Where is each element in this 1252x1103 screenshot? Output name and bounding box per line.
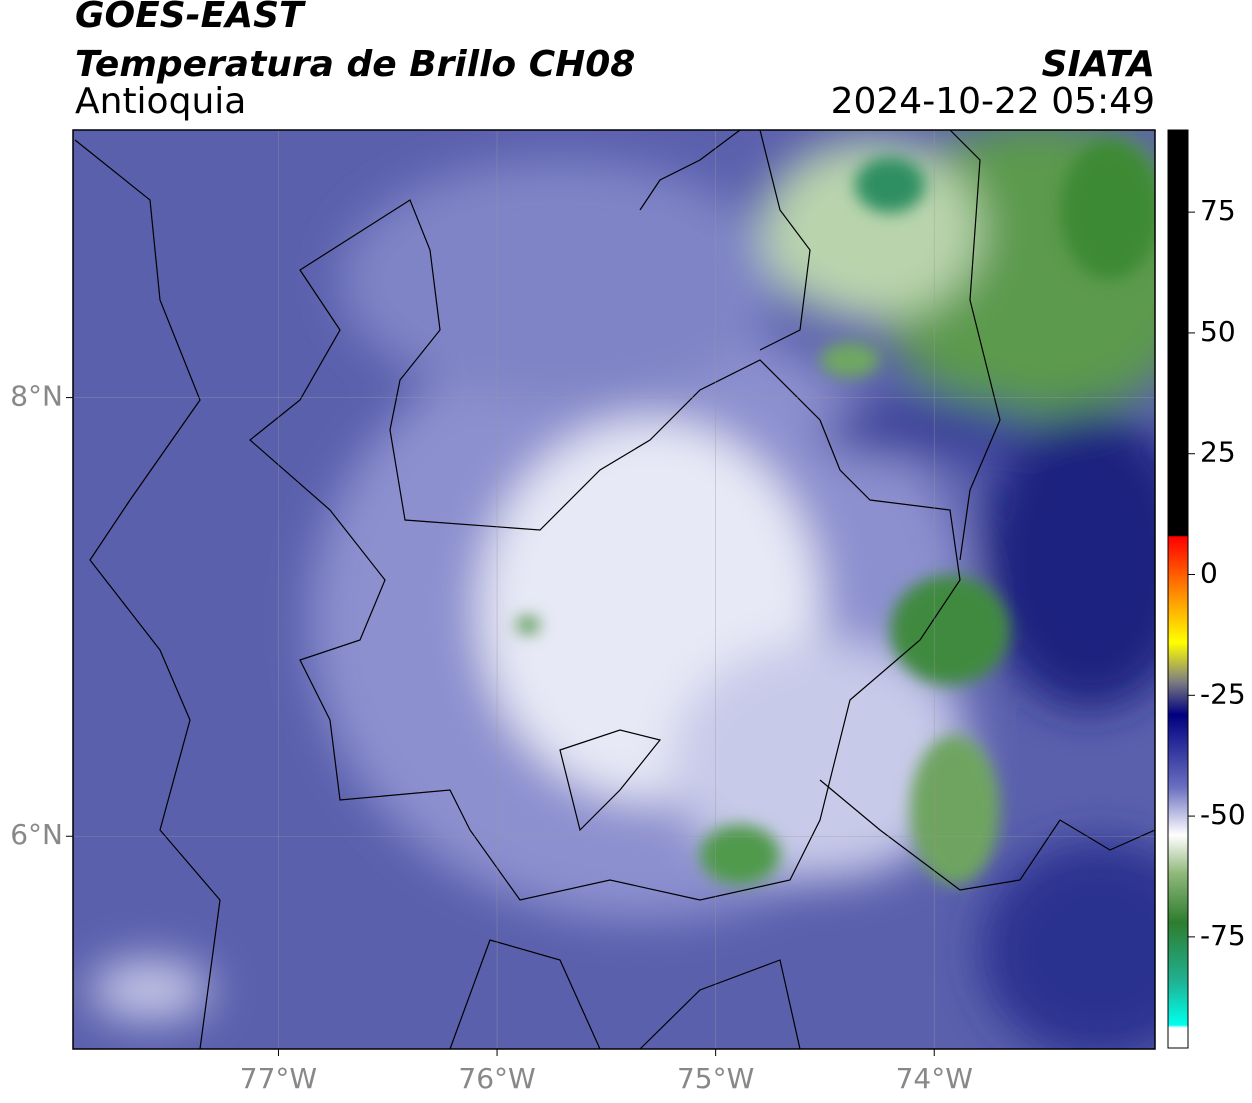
- x-tick-label: 76°W: [458, 1062, 535, 1095]
- colorbar-ticks: 75 50 25 0 -25 -50 -75: [1188, 194, 1246, 952]
- x-tick-label: 74°W: [896, 1062, 973, 1095]
- colorbar-tick-label: 0: [1200, 557, 1218, 590]
- map-frame: [72, 129, 1156, 1050]
- colorbar-tick-label: 25: [1200, 436, 1236, 469]
- source: SIATA: [1042, 44, 1155, 85]
- colorbar-tick-label: -75: [1200, 919, 1246, 952]
- region: Antioquia: [75, 81, 246, 122]
- x-tick-label: 77°W: [240, 1062, 317, 1095]
- colorbar-tick-label: -50: [1200, 798, 1246, 831]
- x-tick-label: 75°W: [677, 1062, 754, 1095]
- colorbar-tick-label: 50: [1200, 315, 1236, 348]
- datetime: 2024-10-22 05:49: [831, 81, 1155, 122]
- colorbar-tick-label: -25: [1200, 677, 1246, 710]
- subtitle: Temperatura de Brillo CH08: [75, 44, 635, 85]
- y-tick-label: 6°N: [10, 818, 63, 851]
- map-field: [73, 130, 1155, 1049]
- title: GOES-EAST: [75, 0, 306, 36]
- colorbar-tick-label: 75: [1200, 194, 1236, 227]
- grid: 77°W 76°W 75°W 74°W 6°N 8°N: [10, 130, 1155, 1095]
- y-tick-label: 8°N: [10, 380, 63, 413]
- colorbar: [1167, 129, 1189, 1049]
